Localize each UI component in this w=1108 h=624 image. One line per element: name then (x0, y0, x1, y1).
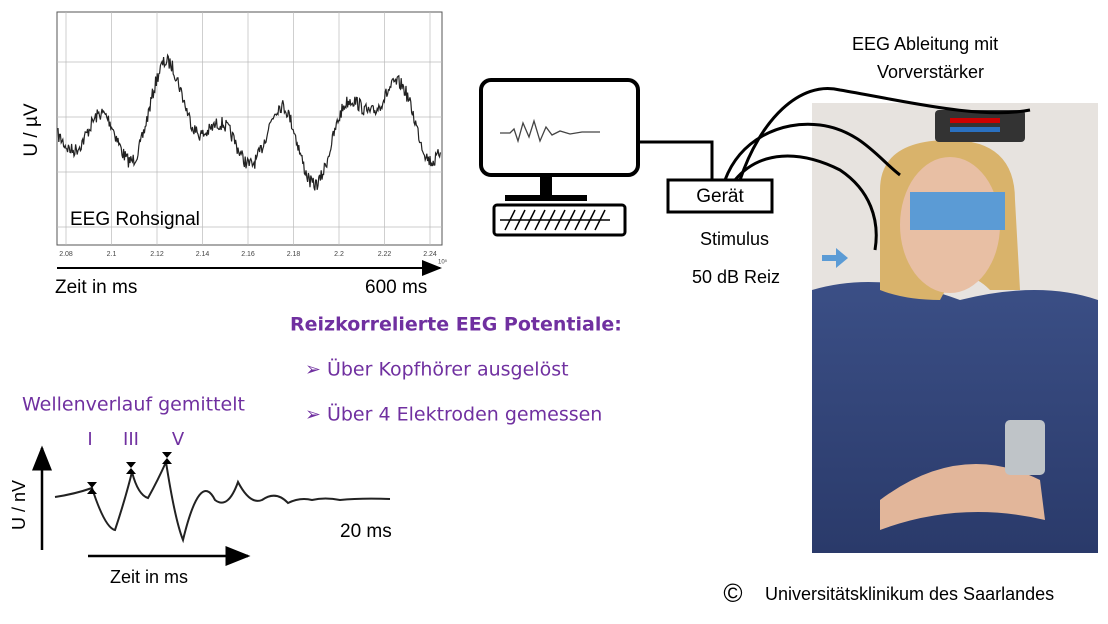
copyright-text: Universitätsklinikum des Saarlandes (765, 584, 1054, 604)
y-label: U / nV (9, 480, 29, 530)
grid (57, 12, 442, 245)
device-label: Gerät (696, 186, 744, 207)
plot-label: EEG Rohsignal (70, 209, 200, 230)
stimulus-arrow (822, 248, 848, 268)
cable (723, 122, 901, 181)
x-tick-label: 2.08 (59, 251, 73, 258)
bullet: ➢ Über Kopfhörer ausgelöst (305, 358, 569, 381)
time-label: Zeit in ms (55, 277, 137, 298)
stand-base (505, 195, 587, 201)
exponent: 10⁵ (438, 259, 448, 266)
monitor-wave (500, 118, 600, 144)
x-tick-label: 2.18 (287, 251, 301, 258)
x-label: Zeit in ms (110, 567, 188, 587)
eeg-signal (57, 53, 441, 191)
photo (812, 103, 1098, 553)
monitor (479, 78, 640, 177)
x-tick-label: 2.1 (107, 251, 117, 258)
stand (540, 176, 552, 196)
bullet: ➢ Über 4 Elektroden gemessen (305, 403, 602, 426)
stimulus: Stimulus (700, 229, 769, 249)
amplifier-line2: Vorverstärker (877, 62, 984, 82)
stimulus-level: 50 dB Reiz (692, 267, 780, 287)
copyright-symbol: © (723, 578, 742, 608)
x-tick-label: 2.16 (241, 251, 255, 258)
y-label: U / µV (21, 103, 42, 157)
x-tick-label: 2.2 (334, 251, 344, 258)
heading: Reizkorrelierte EEG Potentiale: (290, 314, 622, 336)
peak-label: III (123, 429, 139, 450)
x-tick-label: 2.22 (378, 251, 392, 258)
amplifier-line1: EEG Ableitung mit (852, 34, 998, 54)
device-box (666, 178, 774, 214)
x-tick-label: 2.12 (150, 251, 164, 258)
peak-label: V (172, 429, 185, 450)
keys (500, 209, 610, 231)
averaged-wave (54, 458, 391, 544)
plot-frame (56, 11, 443, 246)
cable (738, 87, 1031, 181)
duration: 20 ms (340, 521, 392, 542)
cable (638, 140, 714, 180)
cable (733, 154, 878, 251)
x-tick-label: 2.14 (196, 251, 210, 258)
duration: 600 ms (365, 277, 427, 298)
wave-title: Wellenverlauf gemittelt (22, 394, 245, 416)
x-tick-label: 2.24 (423, 251, 437, 258)
peak-label: I (87, 429, 92, 450)
peak-markers (87, 452, 172, 494)
